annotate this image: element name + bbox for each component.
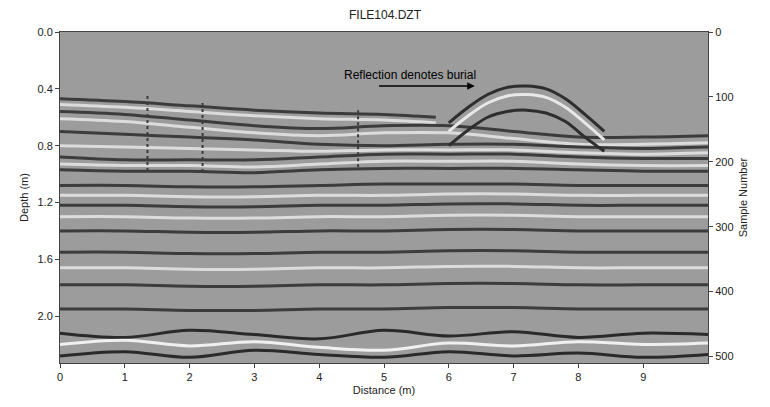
svg-text:0.8: 0.8	[38, 140, 53, 152]
svg-text:1.2: 1.2	[38, 196, 53, 208]
svg-text:300: 300	[715, 221, 733, 233]
svg-text:5: 5	[381, 371, 387, 383]
svg-text:Depth (m): Depth (m)	[18, 173, 30, 222]
svg-text:0.0: 0.0	[38, 26, 53, 38]
svg-text:1.6: 1.6	[38, 253, 53, 265]
svg-text:Reflection denotes burial: Reflection denotes burial	[344, 68, 476, 82]
svg-text:1: 1	[122, 371, 128, 383]
svg-text:FILE104.DZT: FILE104.DZT	[349, 8, 422, 22]
svg-text:3: 3	[251, 371, 257, 383]
svg-text:100: 100	[715, 91, 733, 103]
svg-text:2: 2	[187, 371, 193, 383]
svg-text:0: 0	[57, 371, 63, 383]
svg-text:0: 0	[715, 26, 721, 38]
svg-text:0.4: 0.4	[38, 83, 53, 95]
svg-text:400: 400	[715, 285, 733, 297]
svg-text:7: 7	[511, 371, 517, 383]
svg-text:4: 4	[316, 371, 322, 383]
svg-text:200: 200	[715, 156, 733, 168]
svg-text:9: 9	[640, 371, 646, 383]
svg-text:6: 6	[446, 371, 452, 383]
svg-text:2.0: 2.0	[38, 310, 53, 322]
svg-text:8: 8	[575, 371, 581, 383]
svg-text:Sample Number: Sample Number	[737, 157, 749, 237]
svg-text:500: 500	[715, 350, 733, 362]
svg-text:Distance (m): Distance (m)	[353, 384, 415, 396]
